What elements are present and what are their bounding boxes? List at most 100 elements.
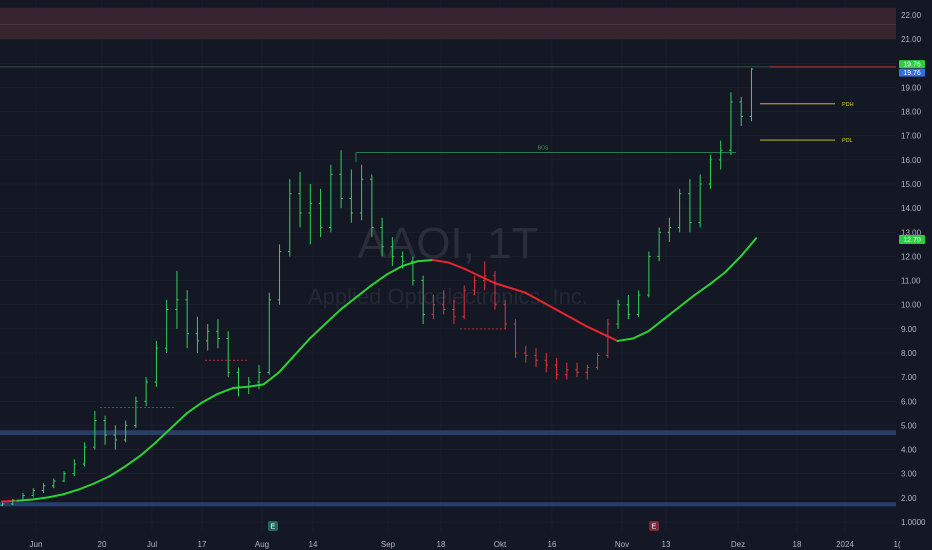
ma-segment bbox=[293, 337, 311, 357]
y-tick-label: 6.00 bbox=[901, 397, 917, 406]
time-axis[interactable]: Jun 20 Jul 17 Aug 14 Sep 18 Okt 16 Nov 13 Dez 18 2024 1… bbox=[30, 540, 901, 549]
ohlc-bars bbox=[0, 68, 754, 507]
ma-segment bbox=[1, 499, 19, 503]
y-tick-label: 10.00 bbox=[901, 301, 922, 310]
ohlc-bar bbox=[339, 150, 343, 209]
ohlc-bar bbox=[52, 478, 56, 489]
bos-label: BOS bbox=[538, 146, 549, 152]
ma-segment bbox=[201, 393, 219, 404]
ohlc-bar bbox=[370, 174, 374, 238]
ohlc-bar bbox=[257, 365, 261, 390]
ohlc-bar bbox=[503, 299, 508, 329]
y-tick-label: 4.00 bbox=[901, 446, 917, 455]
y-tick-label: 17.00 bbox=[901, 132, 922, 141]
ohlc-bar bbox=[195, 316, 200, 353]
ohlc-bar bbox=[677, 188, 682, 233]
ohlc-bar bbox=[565, 362, 569, 380]
ohlc-bar bbox=[718, 140, 723, 170]
ohlc-bar bbox=[513, 319, 518, 358]
ohlc-bar bbox=[134, 396, 138, 428]
y-tick-label: 7.00 bbox=[901, 373, 917, 382]
ma-segment bbox=[108, 465, 127, 478]
ohlc-bar bbox=[493, 270, 497, 310]
ohlc-bar bbox=[154, 340, 159, 387]
y-tick-label: 16.00 bbox=[901, 156, 922, 165]
last-price-label-2: 19.76 bbox=[903, 70, 921, 77]
ohlc-bar bbox=[657, 227, 661, 262]
y-tick-label: 2.00 bbox=[901, 494, 917, 503]
ma-segment bbox=[724, 255, 742, 274]
ma-segment bbox=[601, 332, 619, 342]
ohlc-bar bbox=[185, 290, 189, 349]
ohlc-bar bbox=[82, 442, 87, 467]
ma-segment bbox=[662, 306, 681, 321]
ma-segment bbox=[154, 426, 173, 444]
ohlc-bar bbox=[575, 362, 579, 378]
x-tick-label: Jun bbox=[30, 540, 43, 549]
ma-segment bbox=[708, 271, 727, 286]
ohlc-bar bbox=[318, 188, 323, 238]
zone-blue bbox=[0, 502, 896, 507]
ohlc-bar bbox=[359, 164, 364, 221]
ma-segment bbox=[308, 323, 327, 340]
ohlc-bar bbox=[400, 251, 405, 269]
y-tick-label: 3.00 bbox=[901, 470, 917, 479]
ma-segment bbox=[139, 441, 157, 457]
ohlc-bar bbox=[0, 502, 5, 507]
ma-segment bbox=[416, 259, 434, 263]
y-tick-label: 13.00 bbox=[901, 228, 922, 237]
ma-segment bbox=[693, 283, 711, 297]
x-tick-label: Jul bbox=[147, 540, 157, 549]
ohlc-bar bbox=[667, 217, 672, 242]
ohlc-bar bbox=[472, 275, 477, 296]
ohlc-bar bbox=[544, 353, 549, 373]
ohlc-bar bbox=[93, 410, 97, 450]
ma-segment bbox=[616, 337, 634, 342]
x-tick-label: 16 bbox=[548, 540, 557, 549]
y-tick-label: 9.00 bbox=[901, 325, 917, 334]
x-tick-label: Dez bbox=[731, 540, 745, 549]
ma-segment bbox=[324, 308, 342, 326]
y-tick-label: 18.00 bbox=[901, 108, 922, 117]
ohlc-bar bbox=[431, 295, 436, 320]
y-tick-label: 11.00 bbox=[901, 277, 921, 286]
ma-segment bbox=[478, 274, 496, 284]
ma-segment bbox=[278, 354, 296, 374]
ma-segment bbox=[678, 294, 696, 309]
ohlc-bar bbox=[349, 169, 354, 223]
y-tick-label: 1.0000 bbox=[901, 518, 926, 527]
ohlc-bar bbox=[10, 499, 15, 506]
price-axis[interactable]: 22.0021.0020.0019.0018.0017.0016.0015.00… bbox=[896, 0, 932, 550]
ma-segment bbox=[431, 259, 450, 264]
ohlc-bar bbox=[534, 348, 538, 368]
ohlc-bar bbox=[636, 290, 641, 317]
ohlc-bar bbox=[236, 367, 241, 397]
ohlc-bar bbox=[616, 299, 620, 329]
ohlc-bar bbox=[72, 459, 77, 477]
x-tick-label: 18 bbox=[437, 540, 446, 549]
ma-segment bbox=[31, 496, 50, 501]
ohlc-bar bbox=[113, 425, 118, 450]
annotations bbox=[100, 328, 508, 408]
ma-segment bbox=[16, 498, 34, 502]
ma-segment bbox=[401, 260, 419, 268]
event-badge[interactable] bbox=[268, 521, 278, 531]
last-price-badge-2 bbox=[899, 68, 925, 77]
event-badge[interactable] bbox=[649, 521, 659, 531]
ma-segment bbox=[647, 318, 665, 333]
y-tick-label: 14.00 bbox=[901, 204, 922, 213]
x-tick-label: 17 bbox=[198, 540, 207, 549]
ma-segment bbox=[570, 316, 588, 328]
ma-segment bbox=[585, 325, 604, 335]
ma-segment bbox=[493, 281, 511, 289]
ma-segment bbox=[354, 284, 373, 299]
ohlc-bar bbox=[31, 488, 36, 497]
ohlc-bar bbox=[749, 68, 754, 122]
ohlc-bar bbox=[421, 275, 425, 325]
last-price-badge bbox=[899, 60, 925, 69]
ohlc-bar bbox=[277, 244, 282, 305]
ohlc-bar bbox=[41, 483, 46, 494]
